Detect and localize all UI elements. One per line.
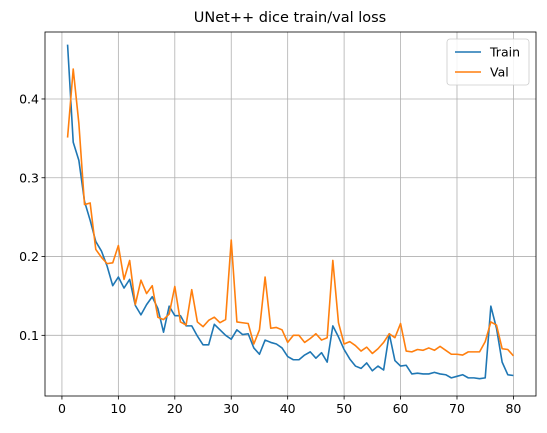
legend-label-val: Val — [490, 65, 509, 80]
x-tick-label: 50 — [336, 401, 352, 416]
x-tick-label: 20 — [167, 401, 183, 416]
chart-title: UNet++ dice train/val loss — [194, 10, 386, 26]
y-tick-label: 0.2 — [19, 249, 39, 264]
series-lines — [66, 44, 515, 380]
x-tick-label: 10 — [110, 401, 126, 416]
plot-frame — [44, 31, 537, 397]
x-tick-label: 80 — [505, 401, 521, 416]
legend-box — [446, 38, 530, 86]
x-tick-label: 40 — [280, 401, 296, 416]
y-tick-label: 0.1 — [19, 328, 39, 343]
series-line-val — [66, 68, 515, 357]
grid-lines — [45, 32, 536, 396]
series-line-train — [66, 44, 514, 380]
y-tick-label: 0.3 — [19, 170, 39, 185]
x-tick-label: 30 — [223, 401, 239, 416]
x-tick-label: 60 — [393, 401, 409, 416]
legend: Train Val — [446, 38, 530, 86]
axis-ticks: 0 10 20 30 40 50 60 70 80 0.1 0.2 0.3 0.4 — [19, 91, 521, 416]
legend-label-train: Train — [489, 45, 520, 60]
x-tick-label: 0 — [58, 401, 66, 416]
y-tick-label: 0.4 — [19, 91, 39, 106]
x-tick-label: 70 — [449, 401, 465, 416]
